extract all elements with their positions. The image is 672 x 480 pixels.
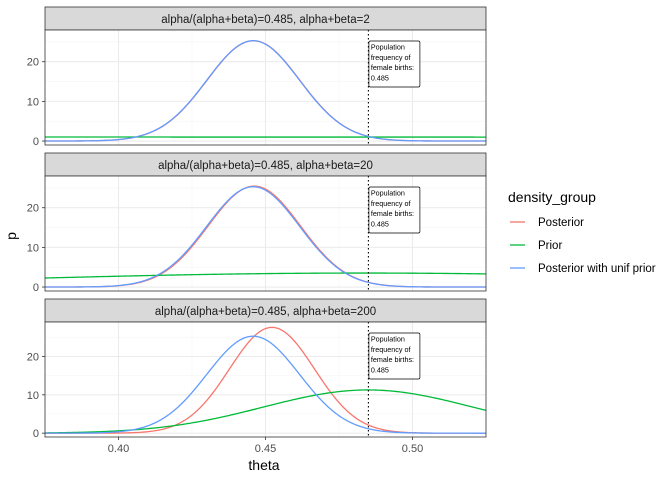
x-tick-label: 0.45	[255, 443, 276, 455]
reference-annotation-text: frequency of	[371, 199, 411, 208]
x-tick-label: 0.40	[108, 443, 129, 455]
facet-panel: alpha/(alpha+beta)=0.485, alpha+beta=200…	[27, 298, 487, 440]
panel-border	[44, 175, 487, 292]
series-line-prior	[44, 389, 487, 434]
facet-panel: alpha/(alpha+beta)=0.485, alpha+beta=2 Po…	[27, 6, 487, 148]
y-tick-label: 0	[33, 136, 39, 148]
facet-strip-label: alpha/(alpha+beta)=0.485, alpha+beta=200	[155, 306, 376, 318]
facet-panel: alpha/(alpha+beta)=0.485, alpha+beta=20 P…	[27, 152, 487, 294]
legend-entry-label: Posterior	[538, 217, 584, 229]
y-tick-label: 20	[27, 57, 39, 69]
legend-entry-label: Prior	[538, 240, 562, 252]
y-tick-label: 10	[27, 96, 39, 108]
reference-annotation-text: 0.485	[371, 365, 389, 374]
reference-annotation-text: Population	[371, 189, 405, 198]
reference-annotation-text: female births:	[371, 209, 414, 218]
reference-annotation-text: female births:	[371, 63, 414, 72]
series-line-posterior-with-unif-prior	[45, 186, 486, 288]
series-line-posterior-with-unif-prior	[45, 40, 486, 142]
facet-strip-label: alpha/(alpha+beta)=0.485, alpha+beta=20	[158, 160, 373, 172]
x-tick-label: 0.50	[402, 443, 423, 455]
series-line-prior	[44, 272, 487, 279]
reference-annotation-text: Population	[371, 335, 405, 344]
reference-annotation-text: frequency of	[371, 345, 411, 354]
series-line-posterior-with-unif-prior	[45, 335, 486, 434]
reference-annotation-box	[368, 332, 421, 380]
reference-annotation-text: female births:	[371, 355, 414, 364]
axes-layer: theta p 0.40 0.45 0.50	[3, 232, 423, 473]
reference-annotation-box	[368, 40, 421, 88]
facet-strip-label: alpha/(alpha+beta)=0.485, alpha+beta=2	[161, 14, 369, 26]
y-tick-label: 0	[33, 282, 39, 294]
legend-entry-label: Posterior with unif prior	[538, 263, 656, 275]
y-axis-title: p	[3, 232, 19, 240]
y-tick-label: 0	[33, 428, 39, 440]
x-axis-title: theta	[248, 457, 279, 473]
panel-border	[44, 29, 487, 146]
panels-layer: alpha/(alpha+beta)=0.485, alpha+beta=2 Po…	[27, 6, 487, 440]
reference-annotation-text: Population	[371, 43, 405, 52]
legend: density_group Posterior Prior Posterior wi…	[508, 189, 656, 276]
reference-annotation-text: 0.485	[371, 219, 389, 228]
legend-title: density_group	[508, 189, 596, 205]
reference-annotation-text: 0.485	[371, 73, 389, 82]
y-tick-label: 10	[27, 390, 39, 402]
y-tick-label: 20	[27, 352, 39, 364]
reference-annotation-box	[368, 186, 421, 234]
reference-annotation-text: frequency of	[371, 53, 411, 62]
y-tick-label: 10	[27, 242, 39, 254]
y-tick-label: 20	[27, 203, 39, 215]
